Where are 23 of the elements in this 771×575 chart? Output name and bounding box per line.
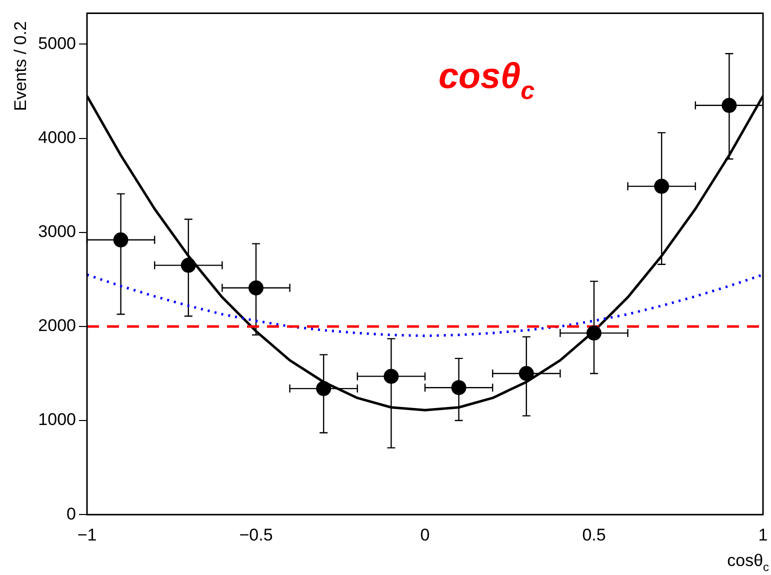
point xyxy=(316,381,332,396)
x-tick-label: 0 xyxy=(420,525,430,544)
x-tick-label: −1 xyxy=(77,525,97,544)
y-tick-label: 5000 xyxy=(38,34,76,53)
y-tick-label: 2000 xyxy=(38,316,76,336)
point xyxy=(248,280,264,296)
y-tick-label: 3000 xyxy=(38,222,76,242)
point xyxy=(586,326,602,341)
point xyxy=(654,178,670,194)
y-tick-label: 4000 xyxy=(38,128,76,147)
x-tick-label: 0.5 xyxy=(582,525,606,544)
x-tick-label: 1 xyxy=(758,525,768,544)
x-tick-label: −0.5 xyxy=(239,525,273,544)
point xyxy=(518,366,534,381)
point xyxy=(451,380,466,396)
y-tick-label: 0 xyxy=(66,504,76,524)
line-series xyxy=(87,273,763,338)
point xyxy=(180,258,196,273)
y-axis-title: Events / 0.2 xyxy=(11,21,30,111)
point xyxy=(384,368,399,384)
y-tick-label: 1000 xyxy=(38,410,76,430)
point xyxy=(113,232,128,248)
point xyxy=(722,98,737,113)
